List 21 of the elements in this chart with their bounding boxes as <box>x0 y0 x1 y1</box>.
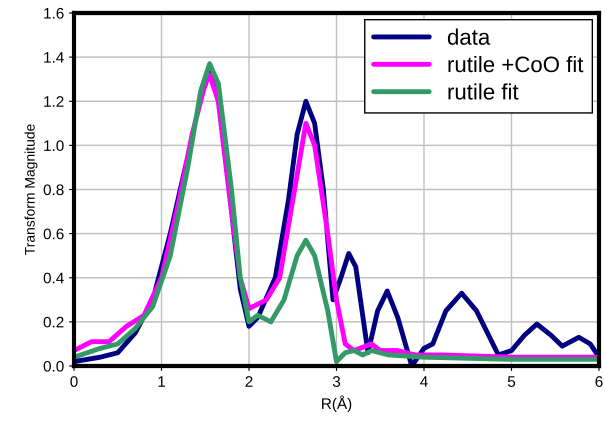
y-tick-label: 0.0 <box>44 360 64 372</box>
y-tick-label: 1.2 <box>44 96 64 107</box>
y-tick-label: 1.0 <box>44 140 64 152</box>
y-tick-label: 1.6 <box>44 8 64 19</box>
y-tick-label: 0.4 <box>44 272 64 284</box>
x-tick-label: 0 <box>70 376 78 387</box>
y-tick-label: 0.6 <box>44 228 64 240</box>
legend-label: rutile +CoO fit <box>448 56 584 72</box>
x-tick-label: 2 <box>246 376 252 387</box>
x-tick-label: 6 <box>596 376 603 387</box>
y-tick-label: 0.8 <box>44 184 64 196</box>
y-axis-title: Transform Magnitude <box>24 124 38 255</box>
y-tick-label: 0.2 <box>44 316 64 328</box>
x-tick-label: 5 <box>508 376 516 387</box>
x-tick-label: 1 <box>158 376 166 387</box>
y-tick-label: 1.4 <box>44 52 64 63</box>
x-tick-label: 3 <box>332 376 340 387</box>
x-axis-title: R(Å) <box>322 396 352 412</box>
legend-label: rutile fit <box>448 83 518 100</box>
legend-label: data <box>448 28 490 45</box>
x-tick-label: 4 <box>420 376 428 387</box>
